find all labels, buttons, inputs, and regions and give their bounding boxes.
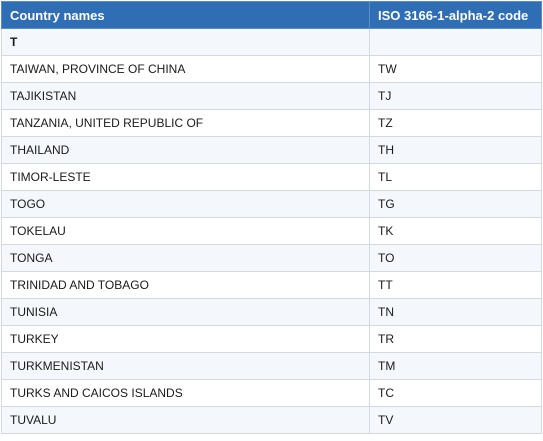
iso-code-cell: TT (369, 271, 542, 299)
country-name-cell: TUVALU (1, 406, 370, 434)
country-name-cell: TRINIDAD AND TOBAGO (1, 271, 370, 299)
country-name-cell: TURKS AND CAICOS ISLANDS (1, 379, 370, 407)
table-row: TANZANIA, UNITED REPUBLIC OF TZ (1, 109, 542, 137)
country-name-cell: TOGO (1, 190, 370, 218)
table-row: TUVALU TV (1, 406, 542, 434)
iso-code-cell: TM (369, 352, 542, 380)
table-row: TRINIDAD AND TOBAGO TT (1, 271, 542, 299)
section-letter-code-cell (369, 28, 542, 56)
table-row: TURKS AND CAICOS ISLANDS TC (1, 379, 542, 407)
table-row: THAILAND TH (1, 136, 542, 164)
iso-code-cell: TW (369, 55, 542, 83)
table-row: TURKMENISTAN TM (1, 352, 542, 380)
column-header-country-names[interactable]: Country names (1, 1, 370, 29)
section-letter-row: T (1, 28, 542, 56)
country-name-cell: TUNISIA (1, 298, 370, 326)
country-name-cell: TANZANIA, UNITED REPUBLIC OF (1, 109, 370, 137)
table-row: TAJIKISTAN TJ (1, 82, 542, 110)
iso-code-cell: TC (369, 379, 542, 407)
country-name-cell: TAIWAN, PROVINCE OF CHINA (1, 55, 370, 83)
iso-code-cell: TK (369, 217, 542, 245)
table-row: TOGO TG (1, 190, 542, 218)
column-header-iso-code[interactable]: ISO 3166-1-alpha-2 code (369, 1, 542, 29)
table-row: TURKEY TR (1, 325, 542, 353)
iso-code-cell: TV (369, 406, 542, 434)
country-name-cell: TOKELAU (1, 217, 370, 245)
country-name-cell: TIMOR-LESTE (1, 163, 370, 191)
iso-code-cell: TH (369, 136, 542, 164)
table-header-row: Country names ISO 3166-1-alpha-2 code (1, 1, 542, 29)
country-name-cell: TAJIKISTAN (1, 82, 370, 110)
iso-code-cell: TN (369, 298, 542, 326)
country-codes-table: Country names ISO 3166-1-alpha-2 code T … (1, 1, 542, 434)
iso-code-cell: TL (369, 163, 542, 191)
iso-code-cell: TZ (369, 109, 542, 137)
iso-code-cell: TJ (369, 82, 542, 110)
table-row: TUNISIA TN (1, 298, 542, 326)
iso-code-cell: TG (369, 190, 542, 218)
country-name-cell: TONGA (1, 244, 370, 272)
table-row: TONGA TO (1, 244, 542, 272)
table-body: T TAIWAN, PROVINCE OF CHINA TW TAJIKISTAN T… (1, 28, 542, 434)
iso-code-cell: TO (369, 244, 542, 272)
iso-code-cell: TR (369, 325, 542, 353)
table-row: TIMOR-LESTE TL (1, 163, 542, 191)
country-name-cell: TURKMENISTAN (1, 352, 370, 380)
section-letter: T (1, 28, 370, 56)
table-row: TAIWAN, PROVINCE OF CHINA TW (1, 55, 542, 83)
country-name-cell: THAILAND (1, 136, 370, 164)
table-row: TOKELAU TK (1, 217, 542, 245)
country-name-cell: TURKEY (1, 325, 370, 353)
